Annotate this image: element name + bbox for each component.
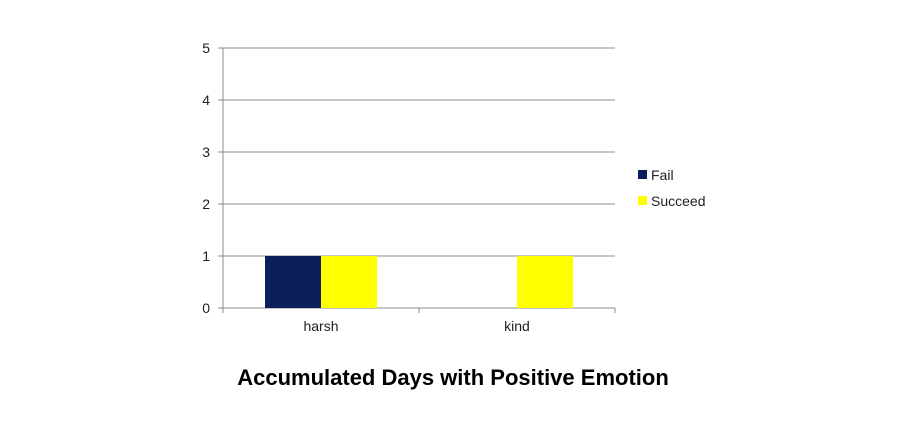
x-tick-label: kind [504,318,530,334]
legend: Fail Succeed [638,167,705,209]
y-tick-label: 1 [202,248,210,264]
bar-succeed-kind [517,256,573,308]
bar-fail-harsh [265,256,321,308]
x-tick-label: harsh [303,318,338,334]
legend-label-succeed: Succeed [651,193,705,209]
bars [265,256,573,308]
y-tick-label: 3 [202,144,210,160]
y-tick-label: 5 [202,40,210,56]
chart-title: Accumulated Days with Positive Emotion [237,365,669,390]
gridlines [223,47,615,257]
legend-swatch-succeed [638,196,647,205]
legend-label-fail: Fail [651,167,674,183]
bar-succeed-harsh [321,256,377,308]
legend-swatch-fail [638,170,647,179]
y-tick-label: 4 [202,92,210,108]
y-tick-label: 2 [202,196,210,212]
y-tick-label: 0 [202,300,210,316]
